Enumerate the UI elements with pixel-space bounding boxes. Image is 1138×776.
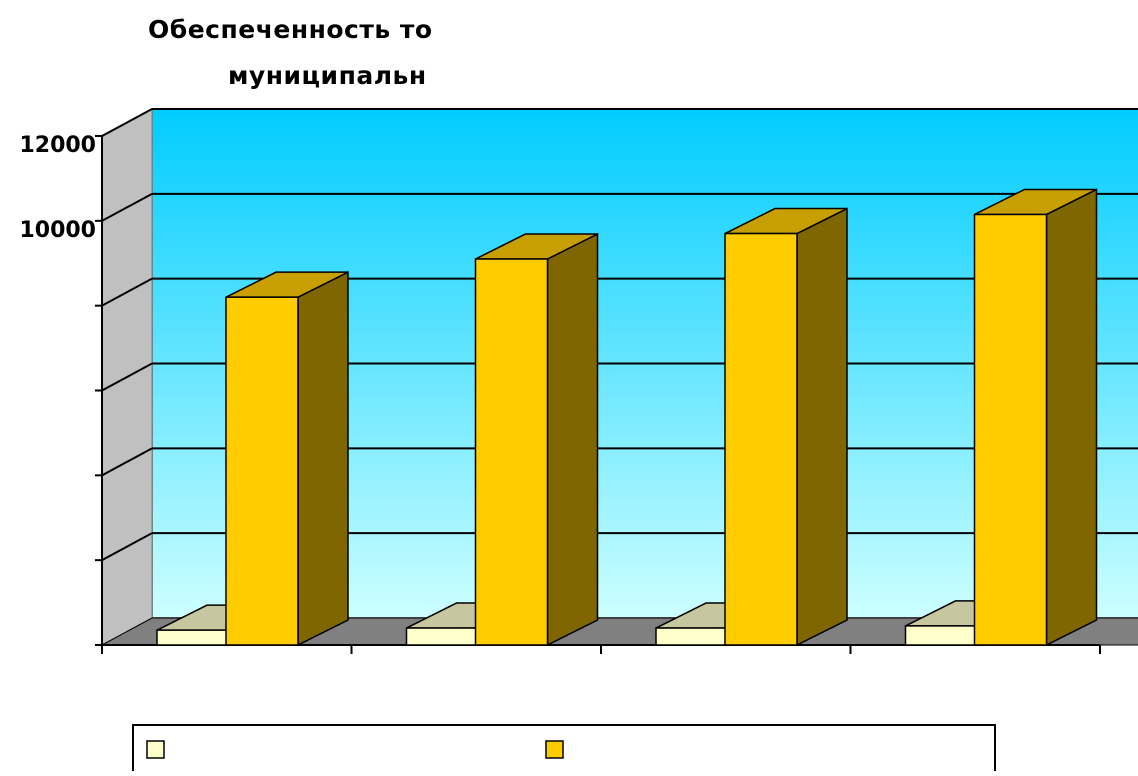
bar-series-2-cat-1-side: [297, 270, 349, 647]
bar-series-2-cat-3-side: [796, 207, 848, 647]
bar-series-1-cat-1: [156, 629, 230, 646]
legend-key-series-2: [545, 740, 564, 759]
gridline-side: [101, 277, 153, 307]
chart-title: Обеспеченность то муниципальн: [148, 15, 433, 90]
bar-series-1-cat-4: [904, 625, 979, 646]
gridline-side: [101, 447, 153, 477]
bar-series-2-cat-4: [973, 213, 1048, 646]
bar-series-2-cat-1: [225, 296, 299, 646]
gridline-side: [101, 362, 153, 392]
y-tick-label: 10000: [19, 218, 96, 243]
bar-series-2-cat-4-side: [1045, 188, 1098, 647]
gridline-side: [101, 532, 153, 562]
chart-title-line-1: Обеспеченность то: [148, 15, 433, 44]
bar-series-1-cat-2: [405, 627, 480, 646]
legend-box: [132, 724, 996, 776]
chart-title-line-2: муниципальн: [228, 61, 427, 90]
gridline-side: [101, 108, 153, 137]
bar-series-2-cat-2-side: [546, 232, 599, 647]
plot-area: 10000 12000: [19, 108, 1138, 654]
y-tick-label: 12000: [19, 133, 96, 158]
bar-series-2-cat-3: [724, 232, 798, 646]
bar-series-1-cat-3: [655, 627, 729, 646]
legend-key-series-1: [146, 740, 165, 759]
bar-series-2-cat-2: [474, 258, 549, 646]
legend: [132, 724, 996, 776]
gridline-side: [101, 192, 153, 222]
